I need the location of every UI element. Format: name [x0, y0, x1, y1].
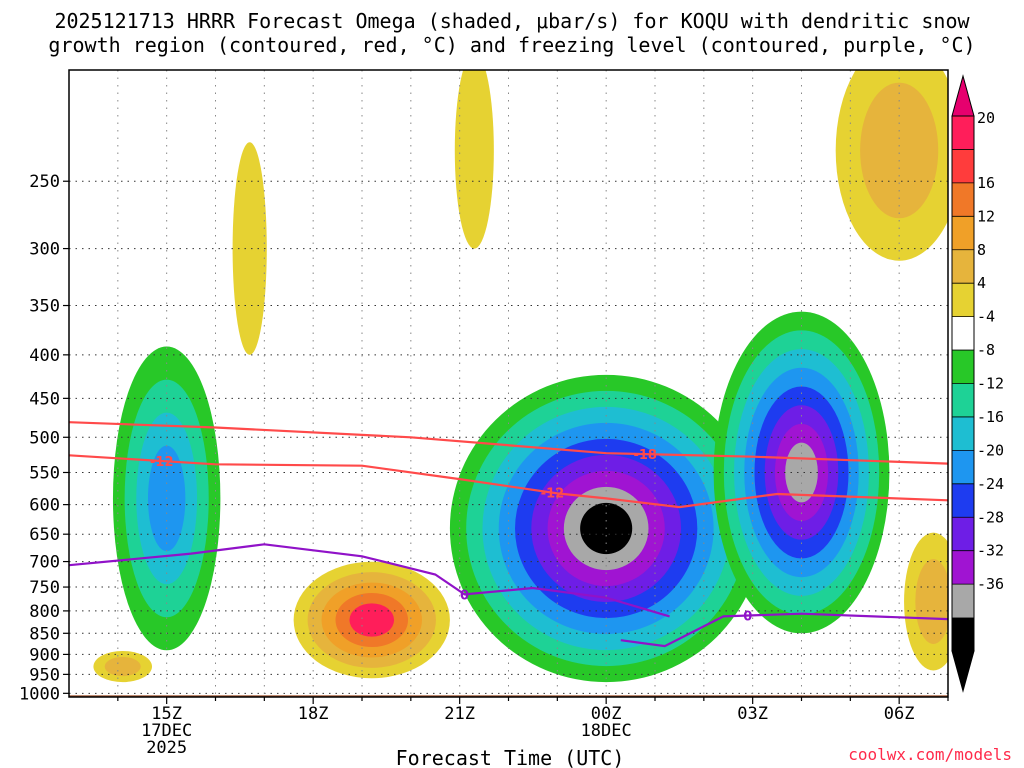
omega-contour-fill [454, 70, 494, 249]
colorbar-label: 20 [977, 109, 995, 127]
y-tick-label: 850 [29, 624, 60, 644]
contour-label: -18 [633, 448, 657, 463]
credit-text[interactable]: coolwx.com/models [848, 745, 1012, 764]
colorbar-label: 4 [977, 274, 986, 292]
y-tick-label: 400 [29, 346, 60, 366]
colorbar-segment [952, 584, 974, 619]
colorbar-segment [952, 550, 974, 585]
colorbar-segment [952, 617, 974, 652]
contour-label: 0 [460, 588, 469, 603]
contour-label: -12 [150, 455, 174, 470]
x-tick-label: 06Z [884, 704, 915, 724]
y-tick-label: 250 [29, 172, 60, 192]
colorbar-segment [952, 416, 974, 451]
chart-title-line-1: 2025121713 HRRR Forecast Omega (shaded, … [54, 9, 970, 33]
x-tick-label: 21Z [444, 704, 475, 724]
omega-contour-fill [860, 82, 939, 219]
colorbar-top-arrow [951, 74, 975, 117]
colorbar-label: 16 [977, 174, 995, 192]
colorbar-segment [952, 350, 974, 384]
y-tick-label: 900 [29, 645, 60, 665]
pressure-axis: 2503003504004505005506006507007508008509… [19, 172, 69, 704]
y-tick-label: 950 [29, 665, 60, 685]
colorbar-segment [952, 517, 974, 552]
y-tick-label: 500 [29, 428, 60, 448]
freezing-level-line [620, 612, 948, 648]
y-tick-label: 750 [29, 578, 60, 598]
y-tick-label: 600 [29, 496, 60, 516]
colorbar-segment [952, 483, 974, 518]
colorbar-label: -24 [977, 475, 1004, 493]
colorbar-segment [952, 316, 974, 351]
x-tick-label: 00Z [591, 704, 622, 724]
terrain-fill [69, 695, 948, 697]
colorbar-bottom-arrow [951, 650, 975, 693]
x-tick-label: 15Z [151, 704, 182, 724]
freezing-level-line [69, 543, 670, 618]
y-tick-label: 1000 [19, 684, 60, 704]
terrain-strip [69, 695, 948, 697]
omega-contour-fill [349, 603, 395, 637]
x-tick-label: 18Z [298, 704, 329, 724]
chart-title-line-2: growth region (contoured, red, °C) and f… [48, 33, 975, 57]
x-tick-label: 2025 [146, 738, 187, 758]
colorbar-segment [952, 149, 974, 184]
y-tick-label: 450 [29, 389, 60, 409]
colorbar-label: -12 [977, 375, 1004, 393]
x-tick-label: 17DEC [141, 721, 192, 741]
colorbar-label: -8 [977, 341, 995, 359]
colorbar-segment [952, 249, 974, 284]
colorbar-label: -4 [977, 308, 995, 326]
isotherm-line [69, 454, 948, 509]
y-tick-label: 300 [29, 240, 60, 260]
y-tick-label: 800 [29, 602, 60, 622]
omega-contour-fill [104, 656, 141, 677]
omega-shaded-field [93, 70, 948, 683]
y-tick-label: 350 [29, 297, 60, 317]
y-tick-label: 650 [29, 525, 60, 545]
omega-contour-fill [232, 142, 267, 355]
colorbar-label: -16 [977, 408, 1004, 426]
temperature-contours: -18 -12 -12 0 0 [69, 421, 948, 648]
colorbar-label: 8 [977, 241, 986, 259]
contour-label: 0 [743, 610, 752, 625]
colorbar-segment [952, 216, 974, 251]
x-tick-label: 18DEC [581, 721, 632, 741]
isotherm-line [69, 421, 948, 465]
colorbar-segment [952, 182, 974, 217]
omega-colorbar: 20 16 12 8 4 -4 -8 -12 -16 -20 -24 -28 -32 -36 [951, 74, 1004, 693]
y-tick-label: 550 [29, 463, 60, 483]
colorbar-label: -36 [977, 575, 1004, 593]
colorbar-label: -32 [977, 542, 1004, 560]
x-tick-label: 03Z [737, 704, 768, 724]
contour-label: -12 [541, 487, 565, 502]
x-axis-label: Forecast Time (UTC) [396, 746, 625, 768]
colorbar-label: -28 [977, 508, 1004, 526]
colorbar-label: 12 [977, 207, 995, 225]
colorbar-segment [952, 450, 974, 485]
colorbar-segment [952, 383, 974, 418]
omega-contour-fill [915, 559, 948, 644]
colorbar-label: -20 [977, 441, 1004, 459]
colorbar-segment [952, 283, 974, 318]
colorbar-segment [952, 116, 974, 150]
y-tick-label: 700 [29, 553, 60, 573]
